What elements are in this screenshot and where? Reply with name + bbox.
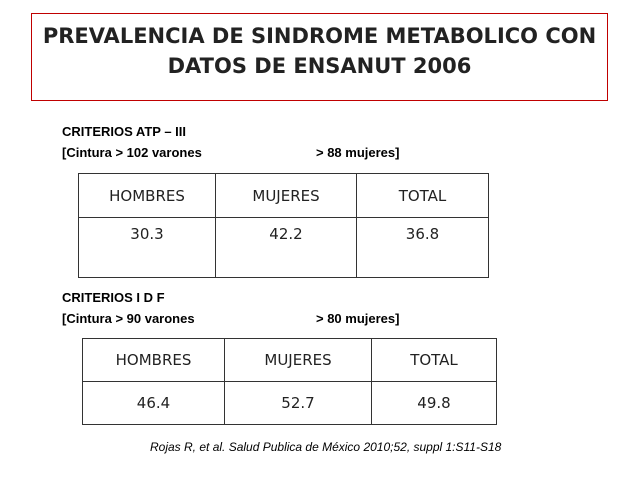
header-total: TOTAL (356, 173, 489, 218)
criteria-idf-women: > 80 mujeres] (316, 311, 400, 326)
page-title-line-1: PREVALENCIA DE SINDROME METABOLICO CON (42, 24, 597, 48)
criteria-idf-men: [Cintura > 90 varones (62, 311, 195, 326)
value-mujeres: 42.2 (215, 217, 357, 278)
header-hombres: HOMBRES (82, 338, 225, 382)
criteria-idf-waist: [Cintura > 90 varones > 80 mujeres] (62, 308, 399, 329)
value-hombres: 30.3 (78, 217, 216, 278)
idf-prevalence-table: HOMBRES MUJERES TOTAL 46.4 52.7 49.8 (82, 338, 497, 425)
value-total: 36.8 (356, 217, 489, 278)
criteria-atp-women: > 88 mujeres] (316, 145, 400, 160)
value-mujeres: 52.7 (224, 381, 372, 425)
criteria-idf: CRITERIOS I D F [Cintura > 90 varones > … (62, 287, 399, 329)
atp-prevalence-table: HOMBRES MUJERES TOTAL 30.3 42.2 36.8 (78, 173, 489, 278)
table-row: 30.3 42.2 36.8 (78, 217, 489, 278)
criteria-atp-waist: [Cintura > 102 varones > 88 mujeres] (62, 142, 399, 163)
criteria-idf-heading: CRITERIOS I D F (62, 290, 165, 305)
criteria-atp-men: [Cintura > 102 varones (62, 145, 202, 160)
table-header-row: HOMBRES MUJERES TOTAL (78, 173, 489, 218)
value-total: 49.8 (371, 381, 497, 425)
criteria-atp-heading: CRITERIOS ATP – III (62, 124, 187, 139)
page-title-line-2: DATOS DE ENSANUT 2006 (167, 54, 472, 78)
title-box: PREVALENCIA DE SINDROME METABOLICO CON D… (31, 13, 608, 101)
header-hombres: HOMBRES (78, 173, 216, 218)
citation: Rojas R, et al. Salud Publica de México … (150, 440, 502, 454)
header-total: TOTAL (371, 338, 497, 382)
value-hombres: 46.4 (82, 381, 225, 425)
header-mujeres: MUJERES (224, 338, 372, 382)
table-row: 46.4 52.7 49.8 (82, 381, 497, 425)
table-header-row: HOMBRES MUJERES TOTAL (82, 338, 497, 382)
header-mujeres: MUJERES (215, 173, 357, 218)
criteria-atp: CRITERIOS ATP – III [Cintura > 102 varon… (62, 121, 399, 163)
